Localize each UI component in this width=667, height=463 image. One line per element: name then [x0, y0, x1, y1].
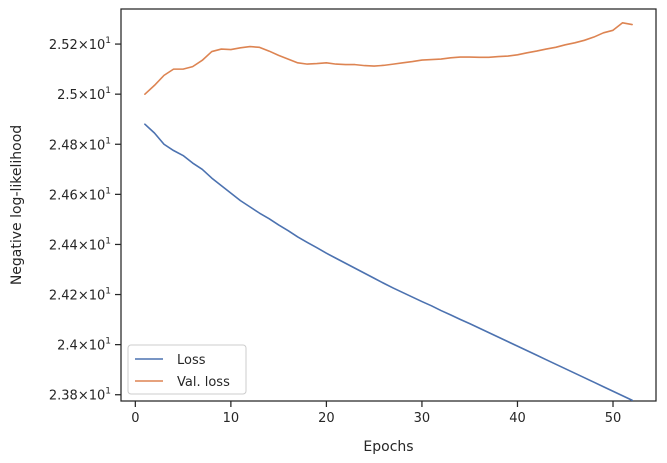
- plot-frame: [120, 8, 657, 402]
- x-tick-label: 30: [414, 411, 431, 426]
- x-tick-label: 50: [605, 411, 622, 426]
- series-line-loss: [144, 123, 633, 402]
- x-axis-ticks: 0 10 20 30 40 50: [131, 401, 621, 426]
- y-tick-label: 2.38×101: [49, 387, 111, 404]
- y-tick-label: 2.46×101: [49, 186, 111, 203]
- series-line-val-loss: [144, 21, 633, 95]
- legend-label-loss: Loss: [177, 353, 206, 368]
- y-axis-label: Negative log-likelihood: [9, 125, 25, 285]
- y-tick-label: 2.44×101: [49, 236, 111, 253]
- x-tick-label: 40: [509, 411, 526, 426]
- series-lines: [144, 21, 633, 402]
- y-tick-label: 2.5×101: [57, 86, 111, 103]
- legend: Loss Val. loss: [127, 344, 247, 395]
- x-tick-label: 0: [131, 411, 139, 426]
- y-axis-ticks: 2.38×101 2.4×101 2.42×101 2.44×101 2.46×101 2…: [49, 36, 121, 404]
- x-tick-label: 10: [223, 411, 240, 426]
- y-tick-label: 2.42×101: [49, 287, 111, 304]
- y-tick-label: 2.4×101: [57, 337, 111, 354]
- x-axis-label: Epochs: [363, 439, 413, 455]
- y-tick-label: 2.52×101: [49, 36, 111, 53]
- x-tick-label: 20: [318, 411, 335, 426]
- y-tick-label: 2.48×101: [49, 136, 111, 153]
- legend-label-val-loss: Val. loss: [177, 375, 230, 390]
